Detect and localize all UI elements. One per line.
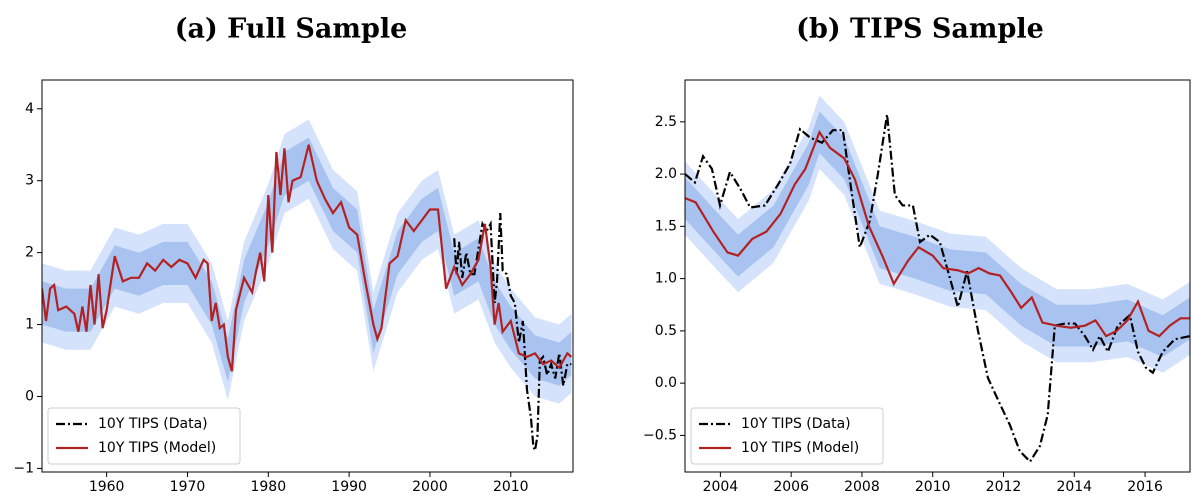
x-tick-label: 2004	[703, 479, 739, 495]
legend-label: 10Y TIPS (Model)	[741, 440, 859, 456]
y-tick-label: 1	[25, 317, 34, 333]
y-tick-label: −1	[13, 460, 34, 476]
x-tick-label: 2014	[1056, 479, 1092, 495]
y-tick-label: 2.0	[655, 166, 677, 182]
y-tick-label: 0.5	[655, 323, 677, 339]
series-line	[453, 213, 572, 455]
x-tick-label: 2006	[773, 479, 809, 495]
chart-title: (a) Full Sample	[175, 14, 408, 45]
x-tick-label: 1980	[250, 479, 286, 495]
plot-frame	[684, 79, 1191, 473]
x-tick-label: 2008	[844, 479, 880, 495]
x-tick-label: 1960	[89, 479, 125, 495]
x-tick-label: 2000	[412, 479, 448, 495]
chart-title: (b) TIPS Sample	[796, 14, 1044, 45]
series-line	[685, 114, 1190, 464]
plot-area	[685, 95, 1190, 464]
y-tick-label: 2.5	[655, 114, 677, 130]
legend-box	[47, 407, 241, 465]
series-line	[685, 129, 1190, 338]
legend-label: 10Y TIPS (Data)	[98, 416, 208, 432]
plot-frame	[41, 79, 574, 473]
x-tick-label: 2010	[493, 479, 529, 495]
x-tick-label: 2016	[1127, 479, 1163, 495]
legend-box	[690, 407, 884, 465]
confidence-band	[42, 137, 572, 386]
y-tick-label: 2	[25, 245, 34, 261]
confidence-band	[42, 119, 572, 404]
y-tick-label: 0.0	[655, 375, 677, 391]
legend-label: 10Y TIPS (Data)	[741, 416, 851, 432]
legend-label: 10Y TIPS (Model)	[98, 440, 216, 456]
y-tick-label: 1.0	[655, 271, 677, 287]
x-tick-label: 2010	[915, 479, 951, 495]
x-tick-label: 1970	[170, 479, 206, 495]
series-line	[42, 144, 573, 372]
confidence-band	[685, 111, 1190, 358]
y-tick-label: −0.5	[643, 427, 677, 443]
y-tick-label: 3	[25, 173, 34, 189]
plot-area	[42, 119, 573, 455]
x-tick-label: 2012	[986, 479, 1022, 495]
y-tick-label: 0	[25, 388, 34, 404]
x-tick-label: 1990	[331, 479, 367, 495]
y-tick-label: 4	[25, 101, 34, 117]
y-tick-label: 1.5	[655, 218, 677, 234]
